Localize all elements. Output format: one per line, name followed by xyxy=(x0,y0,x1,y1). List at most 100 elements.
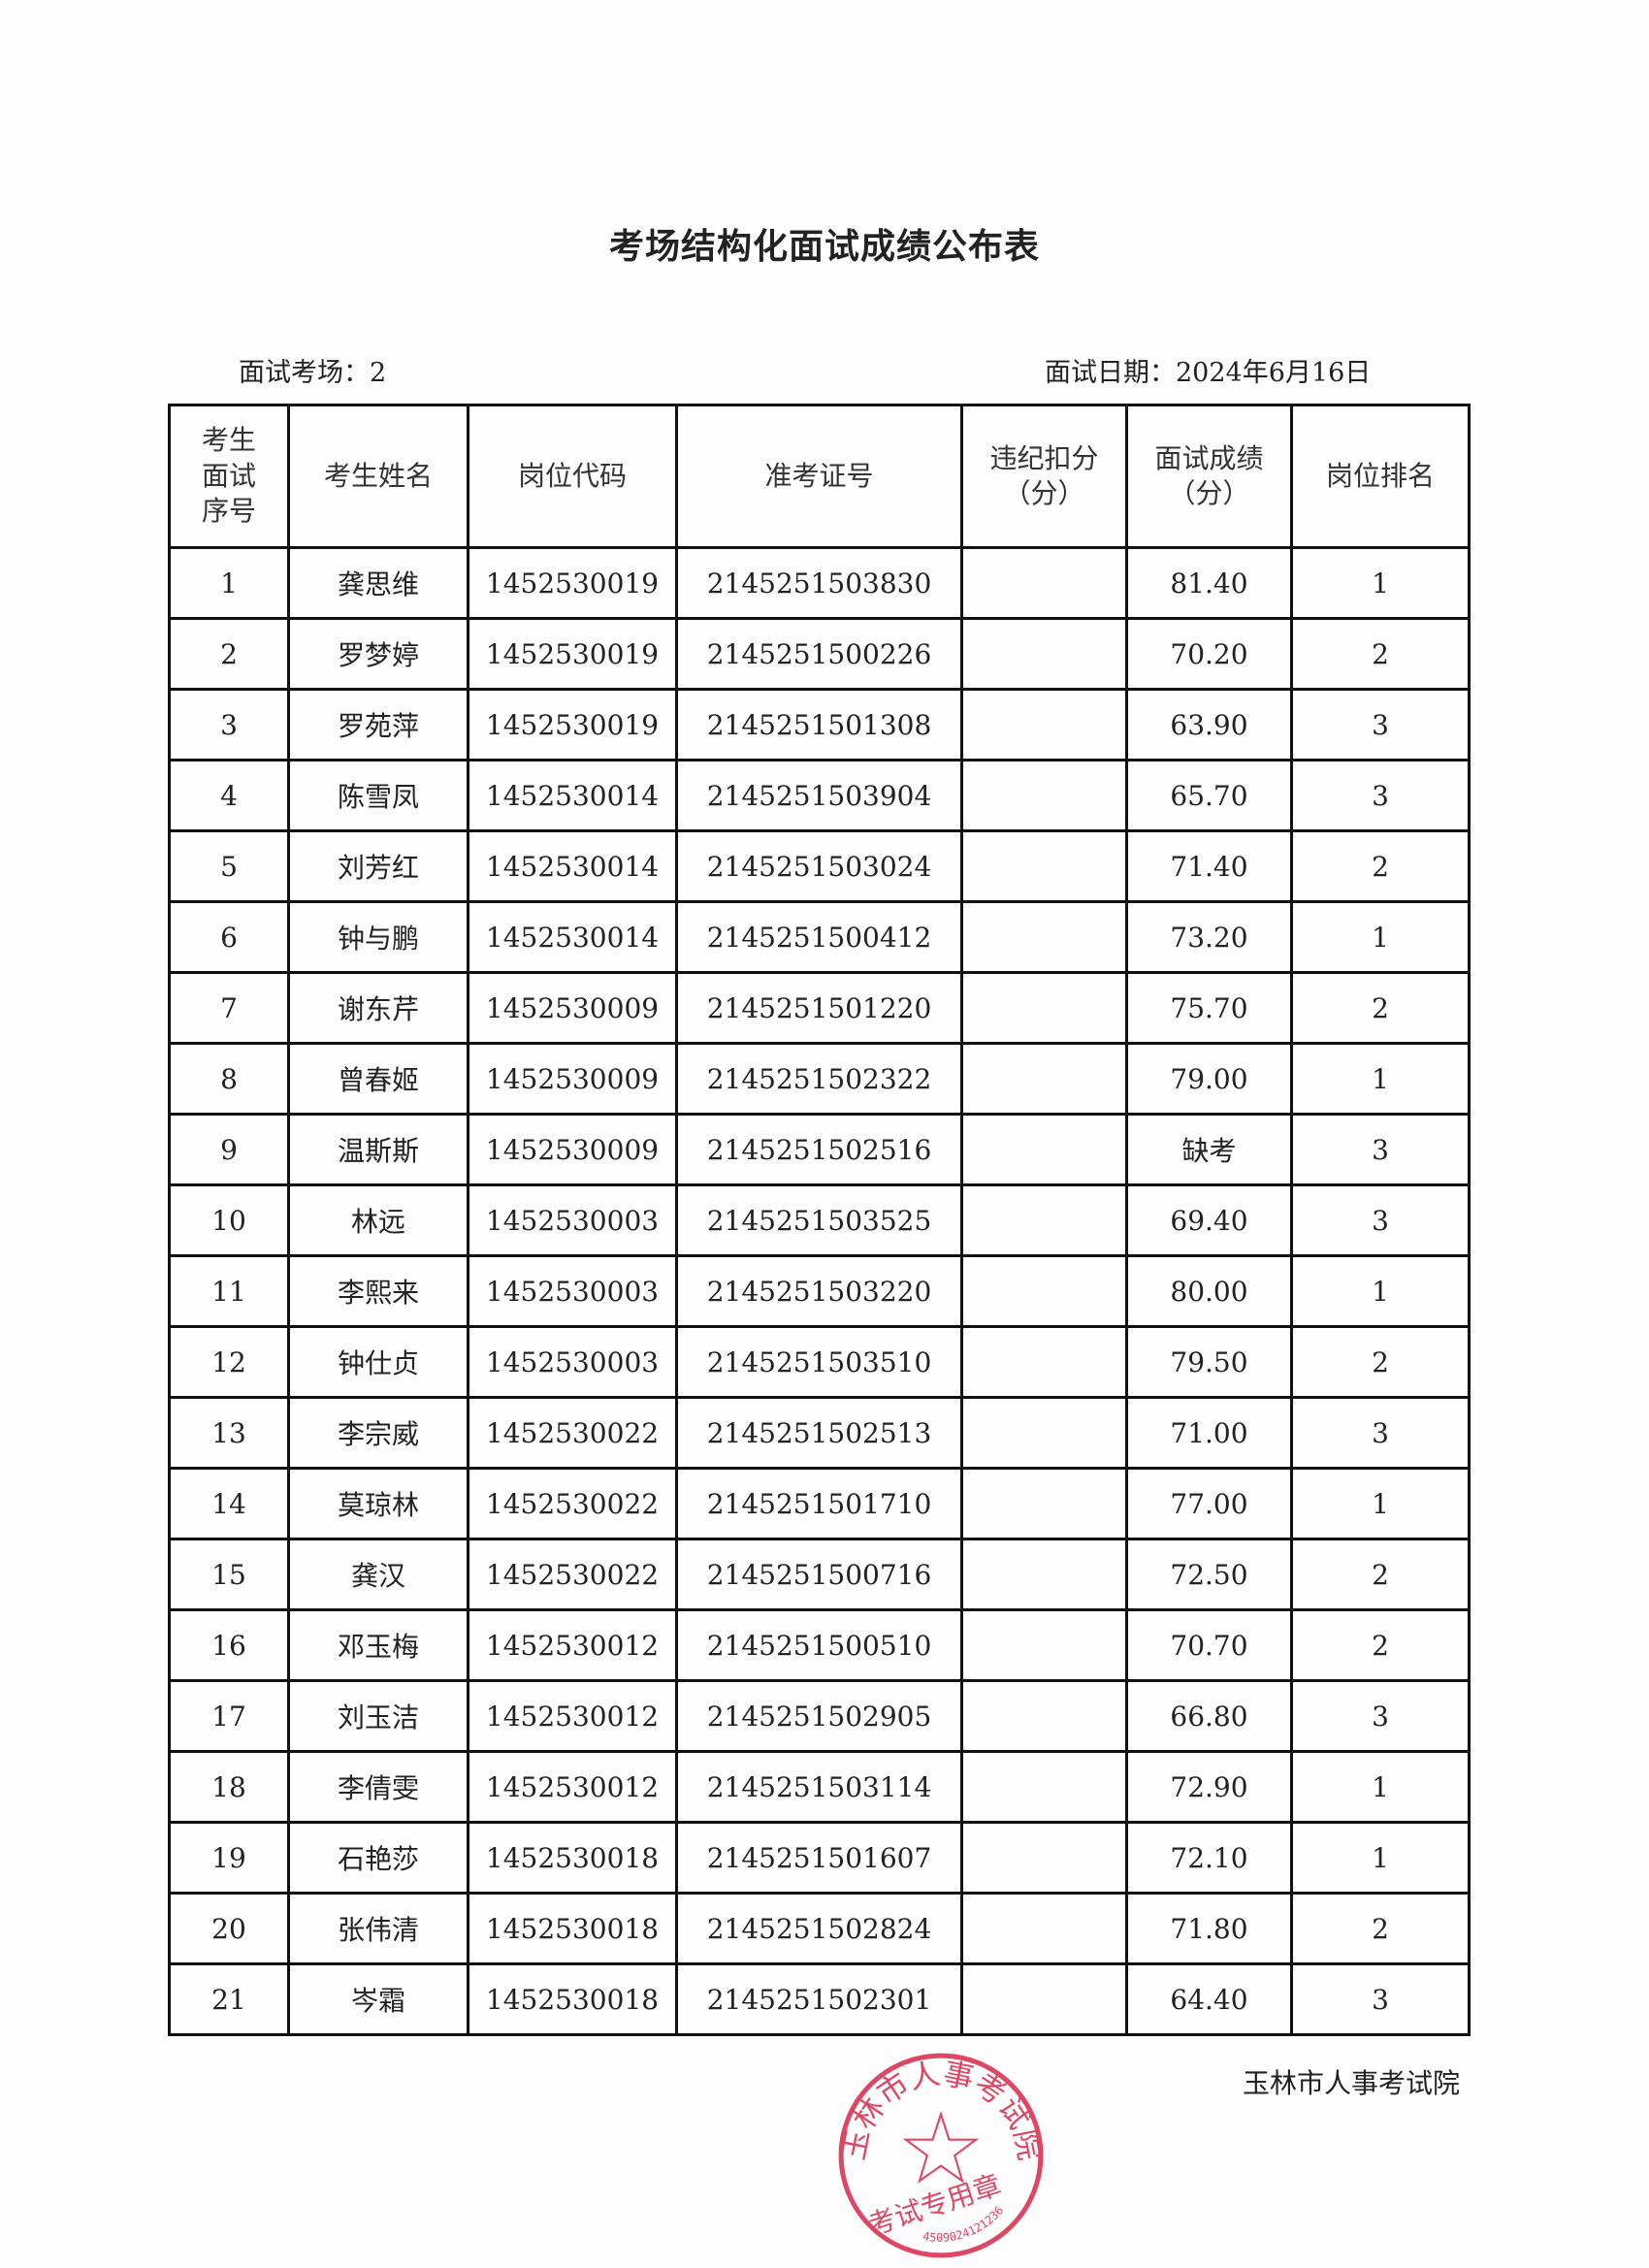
cell-rank: 1 xyxy=(1290,900,1471,974)
cell-ticket-number: 2145251500510 xyxy=(675,1608,963,1682)
cell-name: 钟仕贞 xyxy=(287,1325,469,1399)
table-row: 2 罗梦婷 1452530019 2145251500226 70.20 2 xyxy=(168,617,1471,691)
cell-rank: 2 xyxy=(1290,1538,1471,1611)
cell-deduction xyxy=(960,1254,1128,1328)
cell-ticket-number: 2145251501607 xyxy=(675,1821,963,1895)
table-row: 14 莫琼林 1452530022 2145251501710 77.00 1 xyxy=(168,1467,1471,1540)
cell-ticket-number: 2145251502301 xyxy=(675,1962,963,2036)
cell-name: 莫琼林 xyxy=(287,1467,469,1540)
col-header-ticket-number: 准考证号 xyxy=(675,404,963,549)
cell-score: 63.90 xyxy=(1125,688,1293,761)
col-header-name: 考生姓名 xyxy=(287,404,469,549)
cell-score: 65.70 xyxy=(1125,759,1293,832)
cell-name: 龚思维 xyxy=(287,546,469,620)
cell-score: 70.70 xyxy=(1125,1608,1293,1682)
cell-seq: 4 xyxy=(168,759,290,832)
cell-name: 刘芳红 xyxy=(287,829,469,903)
cell-ticket-number: 2145251503525 xyxy=(675,1183,963,1257)
cell-ticket-number: 2145251501710 xyxy=(675,1467,963,1540)
cell-deduction xyxy=(960,617,1128,691)
cell-ticket-number: 2145251503510 xyxy=(675,1325,963,1399)
cell-ticket-number: 2145251503904 xyxy=(675,759,963,832)
col-header-label: 违纪扣分（分） xyxy=(989,441,1099,509)
exam-date: 面试日期：2024年6月16日 xyxy=(1045,358,1372,388)
cell-deduction xyxy=(960,1396,1128,1470)
cell-deduction xyxy=(960,1750,1128,1824)
table-header-row: 考生面试序号 考生姓名 岗位代码 准考证号 违纪扣分（分） 面试成绩（分） 岗位… xyxy=(168,404,1471,549)
cell-position-code: 1452530014 xyxy=(467,900,678,974)
cell-score: 72.10 xyxy=(1125,1821,1293,1895)
exam-room: 面试考场：2 xyxy=(239,358,387,388)
cell-seq: 2 xyxy=(168,617,290,691)
cell-score: 71.40 xyxy=(1125,829,1293,903)
cell-position-code: 1452530014 xyxy=(467,759,678,832)
cell-deduction xyxy=(960,546,1128,620)
cell-name: 岑霜 xyxy=(287,1962,469,2036)
official-seal-stamp: 玉林市人事考试院 考试专用章 4509024121236 xyxy=(836,2053,1047,2258)
cell-deduction xyxy=(960,1608,1128,1682)
cell-name: 陈雪凤 xyxy=(287,759,469,832)
cell-name: 邓玉梅 xyxy=(287,1608,469,1682)
cell-score: 79.00 xyxy=(1125,1042,1293,1116)
cell-seq: 17 xyxy=(168,1679,290,1753)
cell-deduction xyxy=(960,1042,1128,1116)
issuer-footer: 玉林市人事考试院 xyxy=(1242,2067,1460,2099)
cell-rank: 2 xyxy=(1290,829,1471,903)
col-header-deduction: 违纪扣分（分） xyxy=(960,404,1128,549)
table-row: 1 龚思维 1452530019 2145251503830 81.40 1 xyxy=(168,546,1471,620)
cell-deduction xyxy=(960,1325,1128,1399)
cell-score: 80.00 xyxy=(1125,1254,1293,1328)
cell-seq: 5 xyxy=(168,829,290,903)
cell-deduction xyxy=(960,1679,1128,1753)
table-row: 3 罗苑萍 1452530019 2145251501308 63.90 3 xyxy=(168,688,1471,761)
cell-rank: 3 xyxy=(1290,1679,1471,1753)
cell-seq: 13 xyxy=(168,1396,290,1470)
cell-score: 72.50 xyxy=(1125,1538,1293,1611)
cell-deduction xyxy=(960,1538,1128,1611)
cell-ticket-number: 2145251500412 xyxy=(675,900,963,974)
cell-ticket-number: 2145251502322 xyxy=(675,1042,963,1116)
cell-position-code: 1452530022 xyxy=(467,1467,678,1540)
cell-score: 64.40 xyxy=(1125,1962,1293,2036)
cell-position-code: 1452530018 xyxy=(467,1821,678,1895)
cell-rank: 2 xyxy=(1290,1325,1471,1399)
cell-rank: 1 xyxy=(1290,1821,1471,1895)
cell-deduction xyxy=(960,1113,1128,1186)
cell-score: 66.80 xyxy=(1125,1679,1293,1753)
table-row: 9 温斯斯 1452530009 2145251502516 缺考 3 xyxy=(168,1113,1471,1186)
cell-position-code: 1452530009 xyxy=(467,971,678,1045)
cell-score: 79.50 xyxy=(1125,1325,1293,1399)
table-row: 21 岑霜 1452530018 2145251502301 64.40 3 xyxy=(168,1962,1471,2036)
table-row: 5 刘芳红 1452530014 2145251503024 71.40 2 xyxy=(168,829,1471,903)
cell-position-code: 1452530022 xyxy=(467,1538,678,1611)
cell-rank: 3 xyxy=(1290,1113,1471,1186)
table-row: 10 林远 1452530003 2145251503525 69.40 3 xyxy=(168,1183,1471,1257)
cell-name: 张伟清 xyxy=(287,1892,469,1965)
cell-seq: 12 xyxy=(168,1325,290,1399)
seal-ring xyxy=(838,2053,1044,2258)
cell-score: 71.00 xyxy=(1125,1396,1293,1470)
col-header-seq: 考生面试序号 xyxy=(168,404,290,549)
table-row: 15 龚汉 1452530022 2145251500716 72.50 2 xyxy=(168,1538,1471,1611)
cell-seq: 18 xyxy=(168,1750,290,1824)
cell-ticket-number: 2145251502516 xyxy=(675,1113,963,1186)
seal-star-icon xyxy=(902,2110,980,2184)
table-row: 16 邓玉梅 1452530012 2145251500510 70.70 2 xyxy=(168,1608,1471,1682)
cell-seq: 15 xyxy=(168,1538,290,1611)
cell-rank: 1 xyxy=(1290,1042,1471,1116)
document-title: 考场结构化面试成绩公布表 xyxy=(608,227,1040,267)
cell-score: 72.90 xyxy=(1125,1750,1293,1824)
cell-deduction xyxy=(960,688,1128,761)
cell-seq: 20 xyxy=(168,1892,290,1965)
table-row: 12 钟仕贞 1452530003 2145251503510 79.50 2 xyxy=(168,1325,1471,1399)
cell-name: 曾春姬 xyxy=(287,1042,469,1116)
cell-rank: 3 xyxy=(1290,688,1471,761)
cell-deduction xyxy=(960,759,1128,832)
seal-code: 4509024121236 xyxy=(922,2204,1006,2245)
cell-rank: 1 xyxy=(1290,1467,1471,1540)
score-table: 考生面试序号 考生姓名 岗位代码 准考证号 违纪扣分（分） 面试成绩（分） 岗位… xyxy=(168,404,1471,2036)
cell-seq: 9 xyxy=(168,1113,290,1186)
cell-score: 69.40 xyxy=(1125,1183,1293,1257)
cell-position-code: 1452530003 xyxy=(467,1254,678,1328)
cell-position-code: 1452530014 xyxy=(467,829,678,903)
